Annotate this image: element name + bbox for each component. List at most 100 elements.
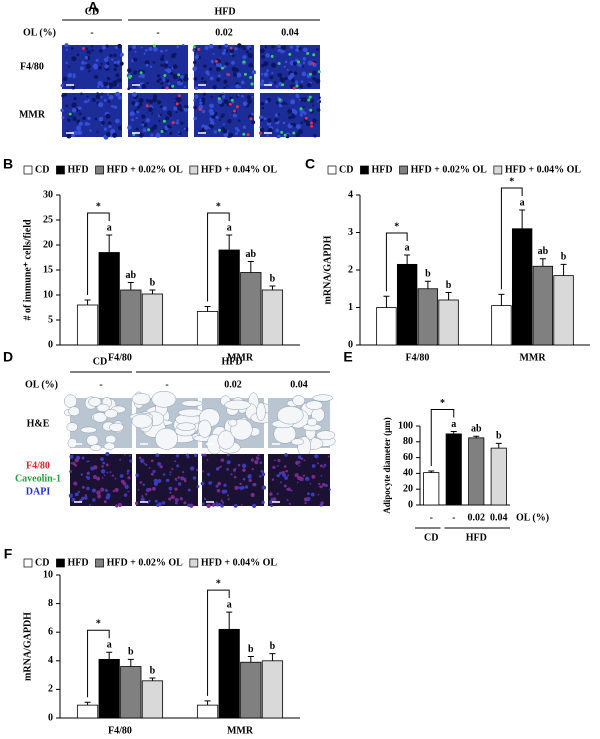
nucleus xyxy=(91,49,94,52)
cell xyxy=(307,492,310,496)
nucleus xyxy=(292,123,297,127)
cell xyxy=(215,503,220,507)
stain-label: F4/80 xyxy=(26,460,50,471)
nucleus xyxy=(119,52,124,57)
nucleus xyxy=(160,49,164,53)
cell xyxy=(320,464,323,468)
group-label: CD xyxy=(93,356,107,367)
nucleus xyxy=(286,68,289,71)
bar xyxy=(141,680,164,719)
nucleus xyxy=(284,77,288,81)
significance-mark: * xyxy=(394,221,399,232)
cell xyxy=(247,474,252,479)
legend-swatch xyxy=(56,558,65,568)
error-bar xyxy=(450,431,457,434)
bar xyxy=(376,307,397,346)
nucleus xyxy=(109,86,112,90)
error-bar xyxy=(498,293,505,306)
cell xyxy=(317,462,319,465)
cell xyxy=(230,473,233,476)
cell xyxy=(100,457,104,462)
adipocyte xyxy=(217,430,235,450)
nucleus xyxy=(208,43,214,49)
nucleus xyxy=(114,45,119,49)
row-label: MMR xyxy=(19,109,46,120)
cell xyxy=(74,464,78,467)
panel-letter: E xyxy=(343,349,352,365)
adipocyte xyxy=(88,397,102,407)
nucleus xyxy=(160,63,164,67)
stain xyxy=(292,86,296,90)
cell xyxy=(80,473,84,476)
bar xyxy=(553,275,574,346)
cell xyxy=(295,460,300,465)
nucleus xyxy=(251,112,254,116)
cell xyxy=(190,504,193,506)
stain xyxy=(292,131,296,135)
legend-label: CD xyxy=(35,164,49,175)
nucleus xyxy=(186,129,189,132)
nucleus xyxy=(132,92,137,97)
cell xyxy=(77,490,81,493)
error-bar xyxy=(404,254,411,265)
legend-swatch xyxy=(360,165,369,175)
cell xyxy=(143,462,146,465)
x-tick-label: - xyxy=(452,512,455,523)
cell xyxy=(283,484,287,488)
nucleus xyxy=(117,78,122,83)
cell xyxy=(139,481,143,484)
adipocyte xyxy=(277,406,304,425)
cell xyxy=(190,466,195,471)
cell xyxy=(68,493,73,498)
stain xyxy=(145,104,149,108)
cell xyxy=(177,482,182,486)
cell xyxy=(150,472,154,476)
y-tick-label: 3 xyxy=(348,227,353,238)
cell xyxy=(250,458,254,462)
nucleus xyxy=(271,71,274,75)
nucleus xyxy=(162,76,165,80)
x-tick-label: MMR xyxy=(227,352,254,363)
cell xyxy=(298,464,301,467)
nucleus xyxy=(135,117,138,120)
cell xyxy=(152,469,156,473)
nucleus xyxy=(223,64,227,69)
nucleus xyxy=(290,123,293,126)
adipocyte xyxy=(176,422,196,431)
nucleus xyxy=(247,52,253,59)
nucleus xyxy=(263,72,269,77)
significance-letter: a xyxy=(227,222,232,233)
nucleus xyxy=(135,127,139,131)
row-label: H&E xyxy=(27,418,50,429)
cell xyxy=(318,482,321,486)
nucleus xyxy=(103,127,108,131)
nucleus xyxy=(231,54,235,58)
significance-letter: a xyxy=(405,242,410,253)
cell xyxy=(174,501,178,505)
cell xyxy=(87,460,90,463)
nucleus xyxy=(275,128,280,133)
nucleus xyxy=(61,116,65,119)
error-bar xyxy=(247,656,254,663)
cell xyxy=(261,472,266,477)
nucleus xyxy=(296,44,300,49)
cell xyxy=(96,476,101,481)
nucleus xyxy=(143,123,148,127)
bar xyxy=(98,658,120,719)
y-tick-label: 4 xyxy=(348,189,353,200)
nucleus xyxy=(302,61,306,64)
cell xyxy=(261,500,265,505)
bar xyxy=(76,704,99,719)
cell xyxy=(282,473,286,477)
cell xyxy=(290,489,293,492)
nucleus xyxy=(241,45,245,50)
cell xyxy=(271,478,275,481)
cell xyxy=(101,465,104,468)
y-tick-label: 15 xyxy=(43,264,53,275)
nucleus xyxy=(295,132,300,137)
significance-letter: a xyxy=(520,197,525,208)
cell xyxy=(305,476,310,482)
nucleus xyxy=(107,121,112,126)
bar xyxy=(417,288,439,346)
